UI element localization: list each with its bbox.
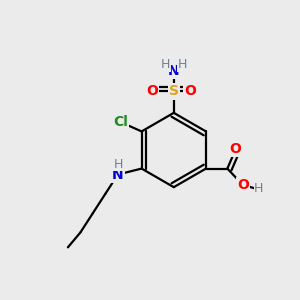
Text: N: N — [168, 64, 180, 78]
Text: O: O — [146, 84, 158, 98]
Text: H: H — [254, 182, 263, 195]
Text: O: O — [184, 84, 196, 98]
Text: H: H — [177, 58, 187, 71]
Text: O: O — [237, 178, 249, 192]
Text: H: H — [114, 158, 123, 171]
Text: N: N — [112, 167, 124, 182]
Text: O: O — [230, 142, 242, 156]
Text: S: S — [169, 84, 179, 98]
Text: Cl: Cl — [113, 115, 128, 129]
Text: H: H — [161, 58, 170, 71]
